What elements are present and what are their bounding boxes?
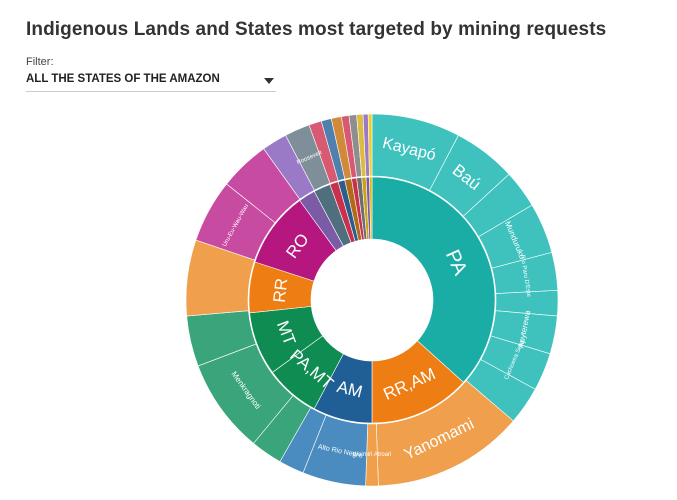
outer-ring bbox=[185, 113, 559, 487]
filter-selected-value: ALL THE STATES OF THE AMAZON bbox=[26, 73, 220, 85]
state-label-rr: RR bbox=[270, 277, 291, 303]
chart-title: Indigenous Lands and States most targete… bbox=[26, 19, 607, 40]
land-label-waimiri-atroari: Waimiri Atroari bbox=[353, 452, 392, 458]
state-segment-pa[interactable] bbox=[371, 176, 496, 383]
land-segment-28[interactable] bbox=[367, 113, 373, 177]
chevron-down-icon[interactable] bbox=[264, 78, 274, 84]
filter-label: Filter: bbox=[26, 56, 54, 68]
inner-ring bbox=[248, 176, 496, 424]
state-filter-dropdown[interactable]: ALL THE STATES OF THE AMAZON bbox=[26, 71, 276, 92]
state-segment-16[interactable] bbox=[369, 176, 373, 240]
